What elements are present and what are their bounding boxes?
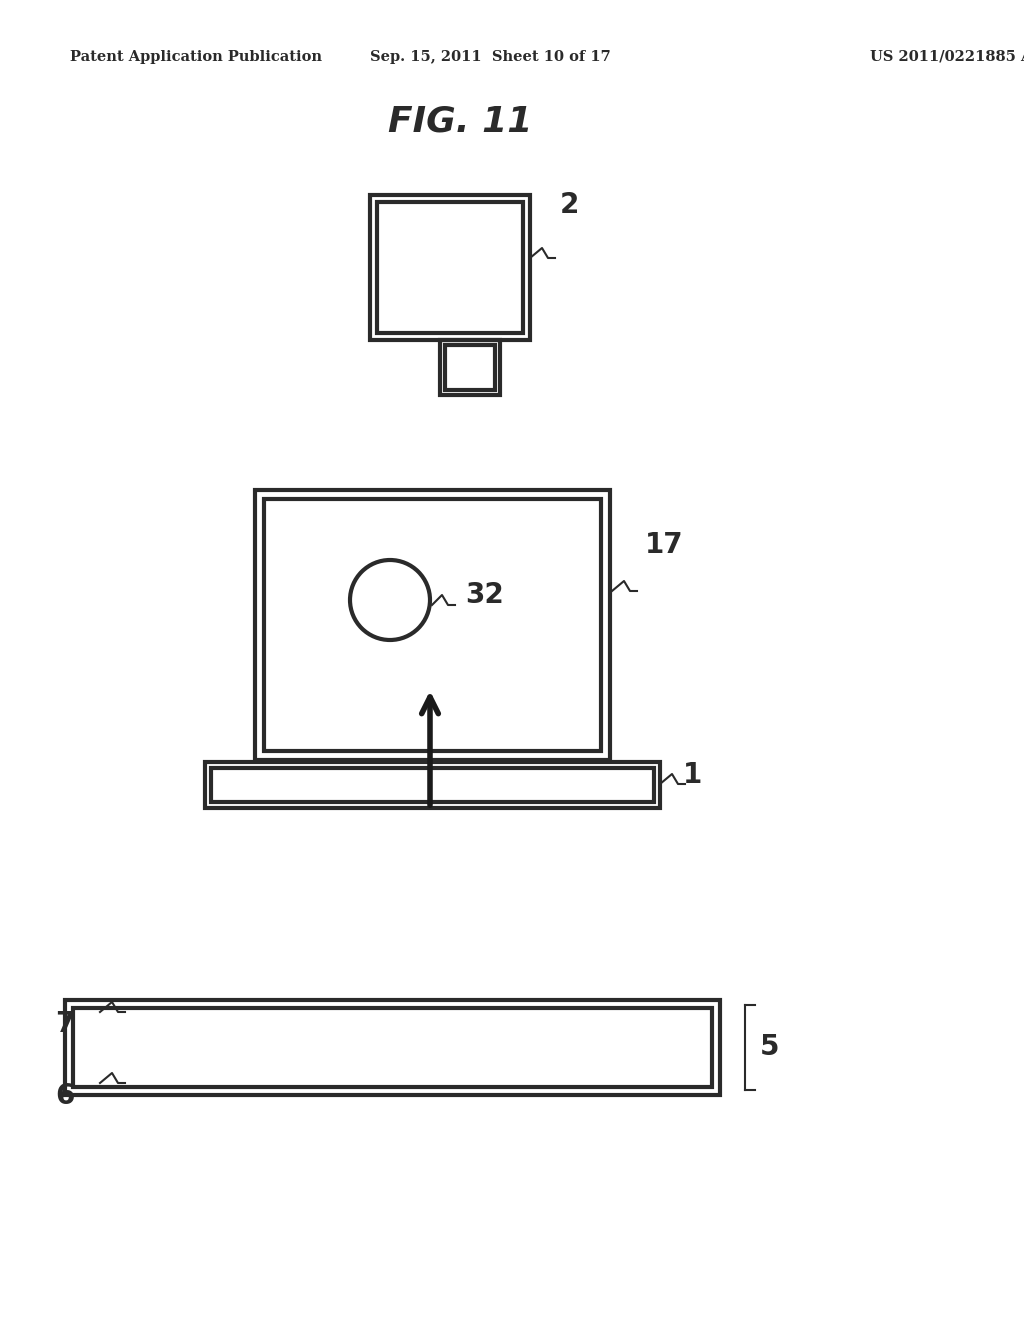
Bar <box>65 1001 720 1096</box>
Bar <box>211 768 654 803</box>
Text: 32: 32 <box>465 581 504 609</box>
Bar <box>73 1008 712 1086</box>
Text: 17: 17 <box>645 531 684 558</box>
Bar <box>255 490 610 760</box>
Text: US 2011/0221885 A1: US 2011/0221885 A1 <box>870 50 1024 63</box>
Text: 5: 5 <box>760 1034 779 1061</box>
Text: FIG. 11: FIG. 11 <box>388 106 532 139</box>
Text: Patent Application Publication: Patent Application Publication <box>70 50 322 63</box>
Bar <box>264 499 601 751</box>
Bar <box>377 202 523 333</box>
Bar <box>205 762 660 808</box>
Bar <box>445 345 495 389</box>
Text: 6: 6 <box>55 1082 75 1110</box>
Text: 7: 7 <box>55 1010 75 1038</box>
Text: 1: 1 <box>683 762 702 789</box>
Bar <box>440 341 500 395</box>
Bar <box>370 195 530 341</box>
Text: 2: 2 <box>560 191 580 219</box>
Text: Sep. 15, 2011  Sheet 10 of 17: Sep. 15, 2011 Sheet 10 of 17 <box>370 50 610 63</box>
